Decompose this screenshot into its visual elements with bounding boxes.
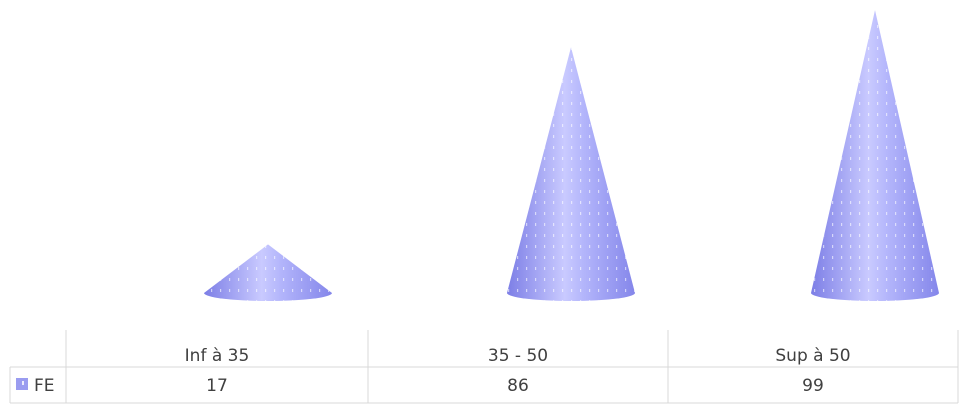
data-table: FE Inf à 35 35 - 50 Sup à 50 17 86 99 [9,330,959,404]
cone-bar-1 [204,244,332,301]
cone-bar-3 [811,10,939,302]
value-cell-1: 17 [206,376,228,396]
category-header-2: 35 - 50 [488,346,548,366]
cone-bar-2 [507,47,635,302]
category-header-1: Inf à 35 [185,346,250,366]
legend-label: FE [34,376,55,396]
category-header-3: Sup à 50 [775,346,850,366]
value-cell-2: 86 [507,376,529,396]
value-cell-3: 99 [802,376,824,396]
cone-layer [204,10,939,302]
